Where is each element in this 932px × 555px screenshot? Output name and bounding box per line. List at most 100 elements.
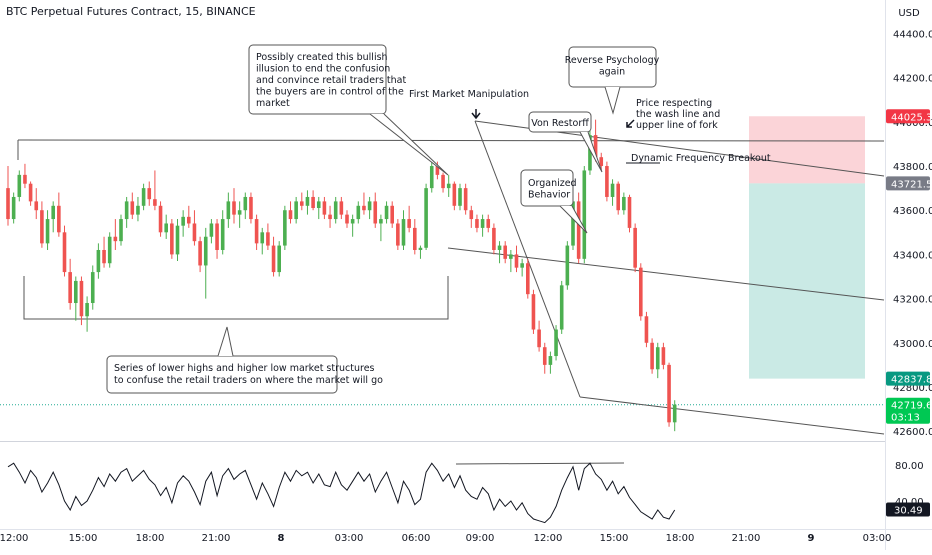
candle	[153, 170, 157, 211]
candle-body	[153, 199, 157, 206]
first-manipulation-label: First Market Manipulation	[409, 89, 529, 100]
candle-body	[203, 236, 208, 266]
candle-body	[463, 188, 468, 211]
time-tick-label: 12:00	[0, 533, 28, 544]
candle-body	[576, 201, 581, 259]
candle-body	[113, 236, 118, 242]
organized-behavior-pointer	[559, 205, 588, 234]
candle	[559, 280, 564, 334]
price-tick-label: 44200.0	[893, 74, 932, 85]
von-restorff-box	[528, 111, 592, 133]
candle-body	[367, 201, 372, 211]
candle-body	[373, 201, 378, 224]
dynamic-breakout-label: Dynamic Frequency Breakout	[631, 153, 771, 164]
candle-body	[283, 210, 287, 246]
candle	[667, 362, 671, 427]
candle-body	[362, 205, 366, 211]
von-restorff-pointer	[579, 131, 603, 173]
candle-body	[413, 227, 417, 250]
price-tag-target-value: 42837.8	[891, 375, 932, 386]
candle	[96, 243, 101, 279]
candle	[187, 205, 191, 228]
candle-body	[220, 219, 225, 250]
candle	[249, 192, 253, 224]
candle-body	[548, 356, 553, 365]
candle	[565, 241, 570, 290]
candle-body	[147, 188, 152, 200]
candle-body	[215, 223, 219, 250]
candle	[294, 196, 298, 224]
candle	[362, 192, 366, 215]
candle	[283, 205, 287, 250]
candle-body	[249, 196, 253, 220]
candle-body	[328, 214, 332, 220]
candle	[107, 232, 112, 268]
candle	[68, 258, 72, 310]
candle-body	[74, 280, 78, 304]
candle	[486, 214, 491, 233]
time-tick-label: 06:00	[402, 533, 431, 544]
candle-body	[514, 254, 519, 268]
candle-body	[350, 219, 355, 224]
candle	[413, 219, 417, 255]
candle	[537, 320, 541, 352]
candle-body	[124, 201, 129, 220]
candle	[610, 179, 615, 206]
candle-body	[492, 227, 496, 250]
candle	[345, 210, 349, 228]
candle-body	[650, 342, 654, 370]
rsi-level-40-label: 40.00	[895, 497, 924, 508]
wash-line-rsi	[455, 462, 625, 465]
range-bracket	[23, 276, 449, 320]
candle	[650, 338, 654, 374]
candle-body	[497, 245, 502, 250]
candle	[418, 245, 423, 259]
candle	[458, 183, 462, 211]
take-profit-zone	[749, 183, 865, 379]
candle-body	[339, 201, 344, 215]
candle	[548, 351, 553, 374]
candle-body	[486, 219, 491, 228]
candle	[266, 223, 270, 250]
candle	[441, 172, 445, 193]
candle	[181, 210, 185, 237]
candle-body	[57, 205, 61, 233]
candle	[390, 201, 394, 228]
candle-body	[136, 205, 140, 215]
candle	[542, 342, 547, 374]
reverse-psychology-pointer	[604, 86, 621, 115]
candle-body	[407, 219, 411, 228]
candle-body	[294, 201, 298, 220]
candle	[379, 214, 383, 242]
candle	[203, 227, 208, 299]
candle	[639, 263, 643, 321]
time-tick-label: 03:00	[863, 533, 892, 544]
price-tag-last-value: 42719.6	[891, 401, 932, 412]
time-tick-label: 8	[278, 533, 285, 544]
candle	[333, 196, 338, 224]
candle-body	[559, 285, 564, 330]
candle-body	[130, 201, 135, 215]
candle-body	[672, 404, 677, 423]
candle	[322, 196, 327, 220]
candle	[113, 219, 118, 250]
candle	[531, 289, 536, 334]
candle-body	[333, 201, 338, 220]
candle-body	[435, 166, 440, 175]
rsi-level-80-label: 80.00	[895, 461, 924, 472]
candle-body	[401, 219, 406, 246]
price-tag-last-countdown: 03:13	[891, 413, 920, 424]
candle	[57, 192, 61, 237]
candle	[102, 236, 106, 268]
candle	[616, 181, 620, 215]
illusion-callout-text: Possibly created this bullish illusion to…	[256, 52, 406, 109]
time-tick-label: 21:00	[732, 533, 761, 544]
candle	[407, 205, 411, 233]
price-respecting-arrow	[626, 119, 635, 128]
candle	[164, 214, 168, 239]
candle	[429, 161, 434, 193]
candle	[17, 170, 22, 202]
symbol-title: BTC Perpetual Futures Contract, 15, BINA…	[6, 5, 256, 18]
